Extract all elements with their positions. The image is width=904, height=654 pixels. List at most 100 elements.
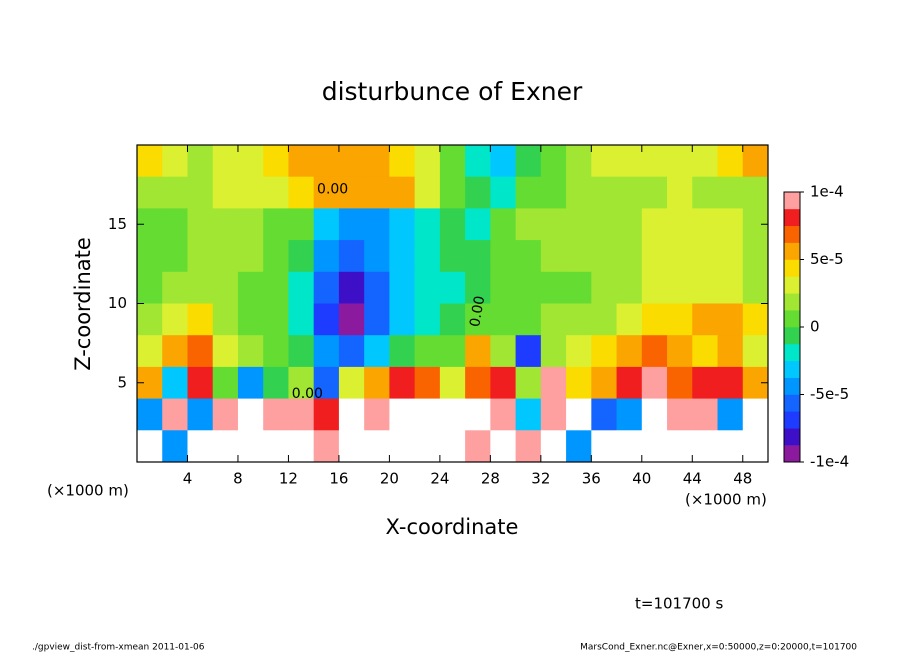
heatmap-cell [187,335,214,368]
heatmap-cell [137,271,163,304]
colorbar-tick-label: -5e-5 [810,385,849,403]
x-tick-label: 12 [279,470,298,488]
heatmap-cell [439,303,466,336]
y-tick-label: 5 [117,373,127,391]
heatmap-cell [566,176,592,209]
heatmap-cell [338,176,365,209]
x-tick-label: 32 [531,470,550,488]
heatmap-cell [389,366,416,400]
heatmap-cell [263,271,289,304]
heatmap-cells [137,145,769,463]
heatmap-cell [641,176,668,209]
x-tick-label: 4 [183,470,193,488]
heatmap-cell [566,430,592,463]
heatmap-cell [465,303,491,336]
heatmap-cell [288,335,315,368]
heatmap-cell [717,335,744,368]
heatmap-cell [717,271,744,304]
heatmap-cell [591,366,618,400]
x-tick-label: 20 [380,470,399,488]
heatmap-cell [591,240,618,273]
heatmap-cell [465,335,491,368]
heatmap-cell [237,366,264,400]
heatmap-cell [187,430,214,463]
heatmap-cell [187,366,214,400]
heatmap-cell [566,271,592,304]
heatmap-cell [490,398,517,431]
heatmap-cell [616,430,643,463]
heatmap-cell [490,271,517,304]
x-tick-label: 8 [233,470,243,488]
heatmap-cell [742,303,769,336]
heatmap-cell [212,176,239,209]
heatmap-cell [515,366,542,400]
heatmap-cell [667,335,693,368]
heatmap-cell [692,208,719,241]
heatmap-cell [414,271,441,304]
heatmap-cell [389,398,416,431]
heatmap-cell [212,145,239,178]
heatmap-cell [540,366,567,400]
heatmap-cell [414,303,441,336]
heatmap-cell [237,335,264,368]
heatmap-cell [237,145,264,178]
heatmap-cell [288,176,315,209]
heatmap-cell [187,145,214,178]
heatmap-cell [490,208,517,241]
heatmap-cell [692,303,719,336]
heatmap-cell [288,145,315,178]
heatmap-cell [162,240,188,273]
heatmap-cell [137,303,163,336]
heatmap-cell [162,208,188,241]
heatmap-cell [162,366,188,400]
heatmap-cell [338,303,365,336]
heatmap-cell [591,398,618,431]
heatmap-cell [641,303,668,336]
x-axis-label: X-coordinate [386,515,519,539]
heatmap-cell [566,208,592,241]
heatmap-cell [389,208,416,241]
heatmap-cell [389,176,416,209]
heatmap-cell [313,208,340,241]
colorbar-swatch [784,192,800,210]
heatmap-cell [137,176,163,209]
heatmap-cell [212,366,239,400]
x-tick-label: 36 [582,470,601,488]
heatmap-cell [540,208,567,241]
heatmap-cell [137,335,163,368]
heatmap-cell [692,271,719,304]
heatmap-cell [313,303,340,336]
heatmap-cell [717,430,744,463]
heatmap-cell [692,335,719,368]
heatmap-cell [465,145,491,178]
heatmap-cell [137,240,163,273]
heatmap-cell [616,145,643,178]
heatmap-cell [616,366,643,400]
footer-right: MarsCond_Exner.nc@Exner,x=0:50000,z=0:20… [580,643,857,653]
heatmap-cell [313,271,340,304]
heatmap-cell [187,398,214,431]
heatmap-cell [137,430,163,463]
heatmap-cell [667,145,693,178]
heatmap-cell [414,366,441,400]
heatmap-cell [313,430,340,463]
heatmap-cell [591,335,618,368]
heatmap-cell [439,366,466,400]
heatmap-cell [263,176,289,209]
heatmap-cell [338,398,365,431]
heatmap-cell [237,430,264,463]
heatmap-cell [364,303,390,336]
heatmap-cell [364,398,390,431]
heatmap-cell [515,208,542,241]
colorbar-swatch [784,242,800,260]
heatmap-cell [439,176,466,209]
heatmap-cell [616,271,643,304]
heatmap-cell [515,303,542,336]
heatmap-cell [137,398,163,431]
colorbar-swatch [784,377,800,395]
heatmap-cell [313,366,340,400]
heatmap-cell [692,366,719,400]
heatmap-cell [540,430,567,463]
heatmap-cell [616,303,643,336]
